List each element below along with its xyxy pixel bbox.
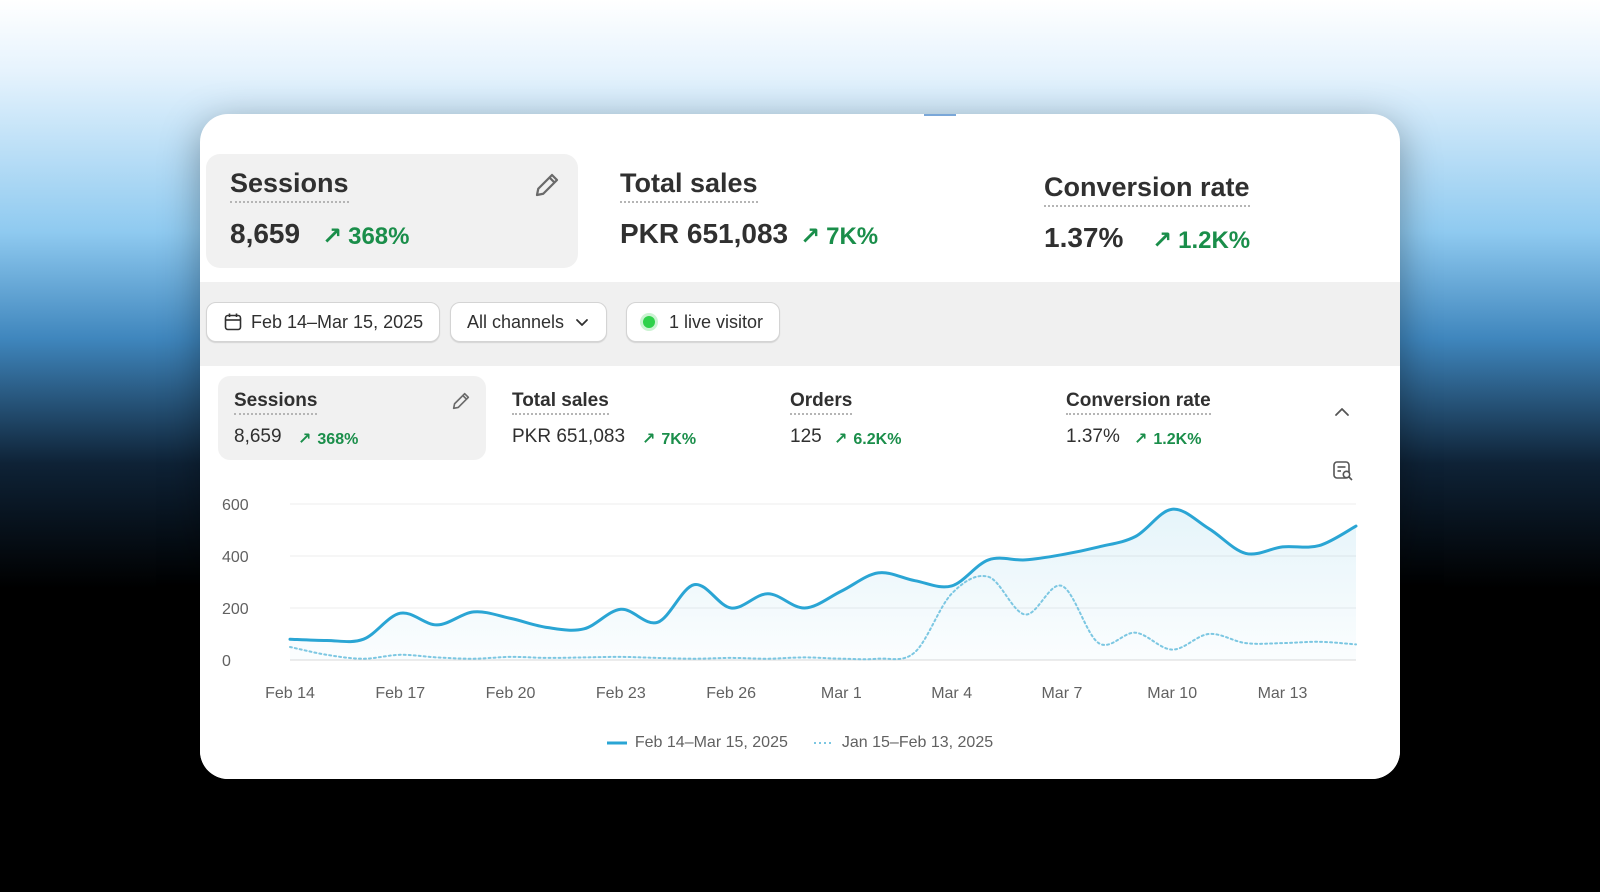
metric-change: ↗ 7K% (642, 429, 696, 449)
x-tick-label: Mar 1 (821, 685, 862, 702)
legend-item-current[interactable]: Feb 14–Mar 15, 2025 (606, 734, 788, 752)
metric-value: 1.37% (1066, 426, 1120, 447)
trend-up-icon: ↗ (834, 431, 848, 448)
metric-change: ↗ 1.2K% (1152, 226, 1250, 255)
live-visitors-label: 1 live visitor (669, 311, 764, 332)
chart-legend: Feb 14–Mar 15, 2025 Jan 15–Feb 13, 2025 (200, 734, 1400, 752)
x-tick-label: Feb 17 (375, 685, 425, 702)
metric-label: Sessions (230, 168, 349, 203)
series-current-line (288, 507, 1358, 644)
metric-change-value: 7K% (661, 431, 697, 448)
inner-metric-sessions[interactable]: Sessions 8,659 ↗ 368% (218, 376, 486, 460)
x-tick-label: Mar 10 (1147, 685, 1197, 702)
chevron-up-icon[interactable] (1332, 402, 1352, 422)
metric-value: 8,659 (230, 218, 301, 249)
channels-dropdown[interactable]: All channels (450, 302, 608, 342)
trend-up-icon: ↗ (800, 223, 821, 250)
metric-change-value: 1.2K% (1178, 227, 1251, 254)
scroll-indicator (924, 114, 956, 116)
metric-label: Conversion rate (1066, 390, 1211, 415)
metric-value: 125 (790, 426, 822, 447)
y-tick-label: 200 (222, 601, 249, 618)
inner-metric-total-sales[interactable]: Total sales PKR 651,083 ↗ 7K% (496, 376, 756, 460)
legend-solid-swatch (606, 741, 627, 745)
x-tick-label: Mar 13 (1258, 685, 1308, 702)
series-comparison-line (289, 575, 1357, 661)
metric-label: Total sales (512, 390, 609, 415)
x-tick-label: Feb 23 (596, 685, 646, 702)
y-tick-label: 400 (222, 549, 249, 566)
chart-panel: Sessions 8,659 ↗ 368% Total sales PKR 651… (200, 366, 1400, 779)
metric-value: 8,659 (234, 426, 282, 447)
x-tick-label: Mar 7 (1041, 685, 1082, 702)
metric-change-value: 368% (317, 431, 359, 448)
sessions-chart: 0 200 400 600 Feb 14 Feb 17 Feb 20 Feb 23 Feb 2… (222, 497, 1358, 702)
metric-change: ↗ 7K% (800, 222, 878, 251)
inner-metric-conversion-rate[interactable]: Conversion rate 1.37% ↗ 1.2K% (1050, 376, 1330, 460)
top-metrics: Sessions 8,659 ↗ 368% Total sales PKR 651… (200, 114, 1400, 282)
x-tick-label: Feb 26 (706, 685, 756, 702)
pencil-icon[interactable] (532, 170, 562, 200)
metric-change: ↗ 1.2K% (1134, 429, 1201, 449)
metric-change: ↗ 6.2K% (834, 429, 901, 449)
chart-search-icon[interactable] (1332, 460, 1354, 482)
metric-change: ↗ 368% (298, 429, 358, 449)
x-tick-label: Feb 20 (486, 685, 536, 702)
top-metric-conversion-rate[interactable]: Conversion rate 1.37% ↗ 1.2K% (1024, 154, 1384, 268)
chevron-down-icon (576, 319, 588, 326)
metric-label: Conversion rate (1044, 172, 1250, 207)
inner-metric-orders[interactable]: Orders 125 ↗ 6.2K% (774, 376, 1034, 460)
calendar-icon (224, 313, 242, 331)
legend-label-comparison: Jan 15–Feb 13, 2025 (841, 734, 994, 751)
metric-change-value: 368% (348, 223, 410, 250)
channels-label: All channels (467, 311, 565, 332)
date-range-button[interactable]: Feb 14–Mar 15, 2025 (206, 302, 441, 342)
x-tick-label: Feb 14 (265, 685, 315, 702)
legend-dotted-swatch (813, 742, 834, 744)
metric-value: 1.37% (1044, 222, 1124, 253)
metric-value: PKR 651,083 (512, 426, 626, 447)
live-visitors-button[interactable]: 1 live visitor (626, 302, 781, 342)
trend-up-icon: ↗ (322, 223, 343, 250)
pencil-icon[interactable] (450, 390, 472, 412)
metric-change: ↗ 368% (322, 222, 410, 251)
y-tick-label: 0 (222, 653, 231, 670)
trend-up-icon: ↗ (642, 431, 656, 448)
filter-bar: Feb 14–Mar 15, 2025 All channels 1 live … (200, 282, 1400, 366)
trend-up-icon: ↗ (1134, 431, 1148, 448)
metric-change-value: 1.2K% (1153, 431, 1202, 448)
metric-change-value: 7K% (826, 223, 879, 250)
metric-label: Sessions (234, 390, 318, 415)
top-metric-sessions[interactable]: Sessions 8,659 ↗ 368% (206, 154, 578, 268)
top-metric-total-sales[interactable]: Total sales PKR 651,083 ↗ 7K% (600, 154, 980, 268)
series-current-area (290, 509, 1356, 660)
legend-item-comparison[interactable]: Jan 15–Feb 13, 2025 (813, 734, 994, 752)
metric-label: Orders (790, 390, 853, 415)
metric-value: PKR 651,083 (620, 218, 789, 249)
trend-up-icon: ↗ (1152, 227, 1173, 254)
x-tick-label: Mar 4 (931, 685, 972, 702)
metric-label: Total sales (620, 168, 758, 203)
live-dot-icon (643, 316, 655, 328)
date-range-label: Feb 14–Mar 15, 2025 (251, 311, 424, 332)
legend-label-current: Feb 14–Mar 15, 2025 (634, 734, 788, 751)
metric-change-value: 6.2K% (853, 431, 902, 448)
y-tick-label: 600 (222, 497, 249, 514)
trend-up-icon: ↗ (298, 431, 312, 448)
analytics-card: Sessions 8,659 ↗ 368% Total sales PKR 651… (200, 114, 1400, 779)
